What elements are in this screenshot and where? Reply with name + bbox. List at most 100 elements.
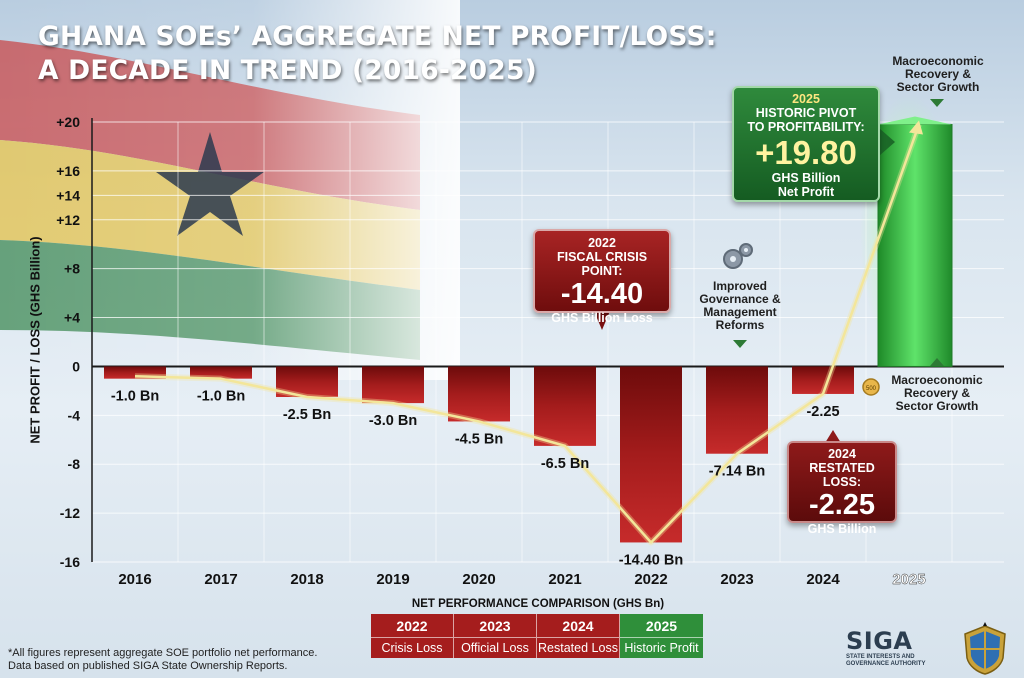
callout-2025-value: +19.80 (755, 134, 857, 171)
data-label: -6.5 Bn (541, 456, 589, 472)
bar-2017 (190, 366, 252, 379)
y-tick-label: +12 (56, 212, 80, 228)
bar-2025 (877, 123, 953, 367)
recovery-side-line-1: Macroeconomic (891, 373, 983, 387)
title-line-2: A DECADE IN TREND (2016-2025) (38, 55, 537, 86)
x-tick-label: 2023 (720, 571, 753, 588)
callout-2024-year: 2024 (828, 447, 856, 461)
legend-title: NET PERFORMANCE COMPARISON (GHS Bn) (411, 598, 665, 610)
x-tick-label: 2024 (806, 571, 840, 588)
siga-logo: SIGA STATE INTERESTS AND GOVERNANCE AUTH… (846, 628, 942, 668)
legend-cell-2025: 2025 Historic Profit (620, 614, 703, 658)
callout-2025-unit-2: Net Profit (777, 185, 835, 199)
recovery-top-arrow-icon (930, 99, 944, 107)
callout-2024-value: -2.25 (808, 489, 876, 521)
legend-year-2024: 2024 (537, 614, 619, 638)
siga-logo-sub-1: STATE INTERESTS AND (846, 654, 915, 660)
bar-2024 (792, 366, 854, 394)
governance-note-line-4: Reforms (715, 318, 765, 332)
callout-2024-heading: RESTATED LOSS: (809, 461, 875, 489)
y-tick-label: -4 (68, 407, 81, 423)
callout-2024-unit: GHS Billion (807, 522, 877, 536)
data-label: -3.0 Bn (369, 413, 417, 429)
callout-2022-unit: GHS Billion Loss (551, 311, 653, 325)
y-tick-label: +14 (56, 187, 80, 203)
siga-logo-word: SIGA (846, 627, 913, 655)
recovery-top-line-1: Macroeconomic (892, 54, 984, 68)
x-tick-label: 2021 (548, 571, 581, 588)
legend-year-2025: 2025 (620, 614, 703, 638)
governance-note-line-3: Management (703, 305, 777, 319)
footnote: *All figures represent aggregate SOE por… (8, 647, 317, 673)
data-label: -1.0 Bn (197, 389, 245, 405)
footnote-line-1: *All figures represent aggregate SOE por… (8, 647, 318, 659)
callout-2022-value: -14.40 (560, 278, 644, 310)
footnote-line-2: Data based on published SIGA State Owner… (8, 660, 288, 672)
y-tick-label: -8 (68, 456, 81, 472)
y-tick-label: -12 (60, 505, 80, 521)
legend-cell-2023: 2023 Official Loss (454, 614, 537, 658)
governance-note: Improved Governance & Management Reforms (688, 280, 792, 332)
data-label: -7.14 Bn (709, 464, 765, 480)
y-tick-label: +16 (56, 163, 80, 179)
data-label: -2.25 (806, 404, 839, 420)
callout-2022-heading: FISCAL CRISIS POINT: (556, 250, 648, 278)
bar-2020 (448, 366, 510, 422)
data-label: -4.5 Bn (455, 431, 503, 447)
governance-note-line-2: Governance & (699, 292, 781, 306)
callout-2022-year: 2022 (588, 236, 616, 250)
recovery-side-line-2: Recovery & (903, 386, 971, 400)
data-label: -2.5 Bn (283, 407, 331, 423)
x-tick-label: 2020 (462, 571, 495, 588)
callout-2024: 2024 RESTATED LOSS: -2.25 GHS Billion (787, 441, 897, 536)
bar-2019 (362, 366, 424, 404)
recovery-side-arrow-icon (930, 358, 944, 366)
y-tick-label: +20 (56, 114, 80, 130)
legend-cell-2024: 2024 Restated Loss (537, 614, 620, 658)
bar-2022 (620, 366, 682, 543)
x-tick-label: 2025 (892, 571, 925, 588)
legend-label-2024: Restated Loss (538, 641, 618, 655)
y-tick-label: 0 (72, 358, 80, 374)
gears-icon (723, 243, 753, 269)
bar-2021 (534, 366, 596, 446)
siga-logo-sub-2: GOVERNANCE AUTHORITY (846, 661, 926, 667)
legend-label-2025: Historic Profit (624, 641, 699, 655)
chart-title: GHANA SOEs’ AGGREGATE NET PROFIT/LOSS: A… (38, 20, 858, 88)
governance-note-line-1: Improved (712, 279, 767, 293)
callout-2025-heading-1: HISTORIC PIVOT (755, 106, 857, 120)
title-line-1: GHANA SOEs’ AGGREGATE NET PROFIT/LOSS: (38, 21, 717, 52)
callout-2025: 2025 HISTORIC PIVOT TO PROFITABILITY: +1… (732, 86, 880, 202)
y-tick-label: -16 (60, 554, 80, 570)
x-tick-label: 2017 (204, 571, 237, 588)
x-tick-label: 2016 (118, 571, 151, 588)
callout-2022: 2022 FISCAL CRISIS POINT: -14.40 GHS Bil… (533, 229, 671, 325)
callout-2025-unit-1: GHS Billion (771, 171, 841, 185)
y-tick-label: +8 (64, 261, 80, 277)
performance-legend: 2022 Crisis Loss 2023 Official Loss 2024… (371, 614, 703, 658)
legend-year-2023: 2023 (454, 614, 536, 638)
governance-arrow-icon (733, 340, 747, 348)
callout-2025-heading-2: TO PROFITABILITY: (747, 120, 865, 134)
x-tick-label: 2022 (634, 571, 667, 588)
legend-label-2022: Crisis Loss (381, 641, 443, 655)
coin-label: 500 (866, 386, 877, 392)
recovery-note-side: Macroeconomic Recovery & Sector Growth (882, 374, 992, 413)
bar-top-cap (878, 116, 952, 125)
trend-line (134, 124, 921, 544)
y-tick-label: +4 (64, 310, 80, 326)
ghana-coat-of-arms-icon (964, 622, 1006, 675)
legend-cell-2022: 2022 Crisis Loss (371, 614, 454, 658)
x-tick-label: 2019 (376, 571, 409, 588)
callout-2024-pointer (825, 430, 841, 443)
legend-label-2023: Official Loss (461, 641, 529, 655)
flag-star-icon (156, 132, 264, 236)
data-label: -1.0 Bn (111, 389, 159, 405)
recovery-note-top: Macroeconomic Recovery & Sector Growth (884, 55, 992, 94)
recovery-top-line-2: Recovery & (904, 67, 972, 81)
data-label: -14.40 Bn (619, 552, 683, 568)
callout-2022-pointer (594, 311, 610, 330)
recovery-side-line-3: Sector Growth (895, 399, 979, 413)
callout-2025-pointer (879, 128, 895, 156)
